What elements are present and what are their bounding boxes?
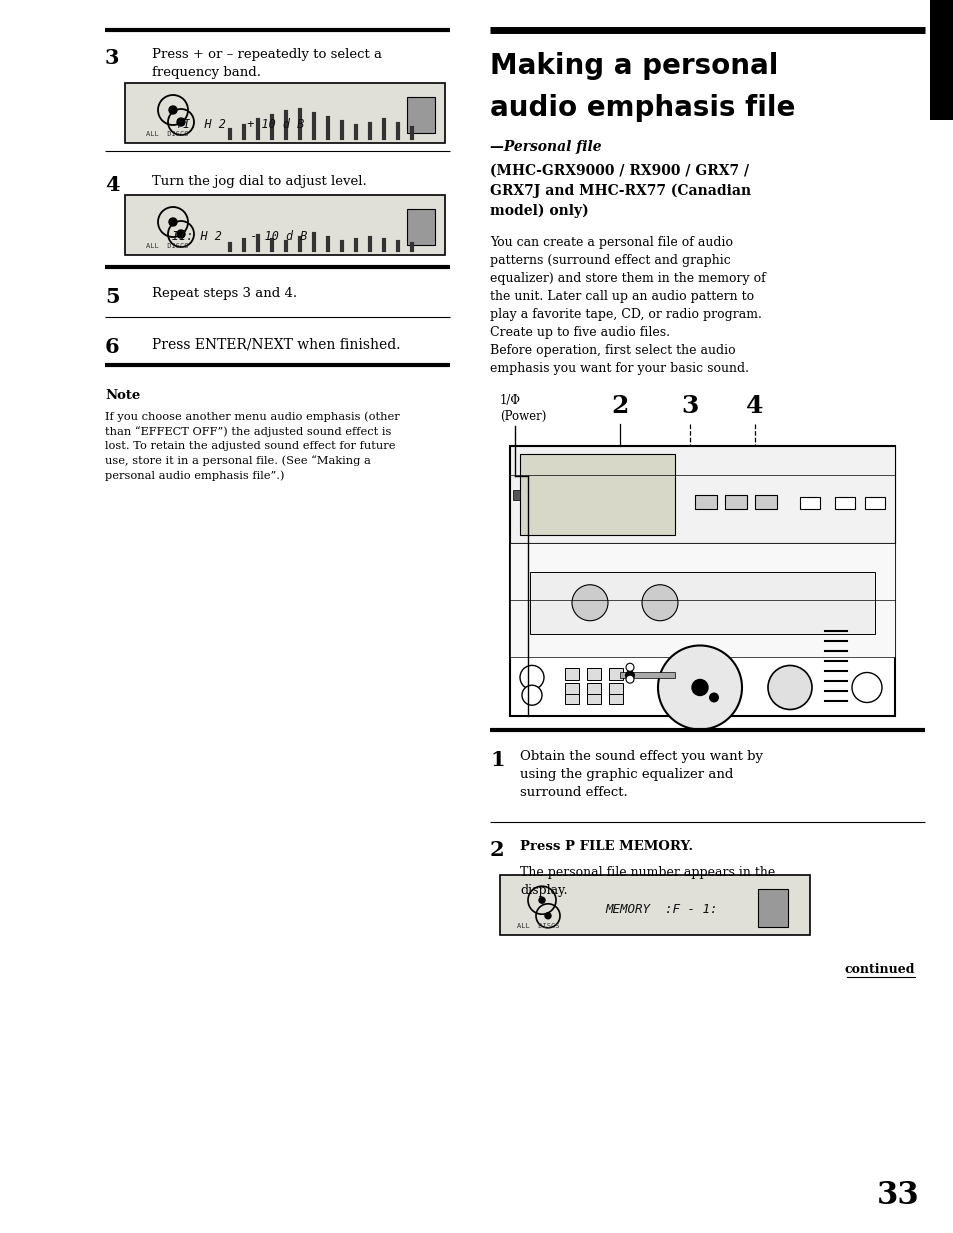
Circle shape [767,666,811,709]
Text: 6: 6 [105,337,119,358]
Text: fI: H 2   + 10 d B: fI: H 2 + 10 d B [175,118,304,131]
Bar [407,97,435,133]
Text: 3: 3 [680,395,698,418]
Circle shape [572,584,607,620]
Bar [564,683,578,695]
Text: Before operation, first select the audio
emphasis you want for your basic sound.: Before operation, first select the audio… [490,344,748,375]
Bar [513,491,519,501]
Text: 1: 1 [490,750,504,769]
Text: Repeat steps 3 and 4.: Repeat steps 3 and 4. [152,287,296,300]
Bar [695,496,717,509]
Text: 1/Φ: 1/Φ [499,395,520,407]
Circle shape [624,671,635,681]
Text: continued: continued [843,963,914,977]
Bar [608,683,622,695]
Text: —Personal file: —Personal file [490,141,601,154]
Bar [519,454,675,535]
Bar [619,672,675,678]
Circle shape [851,672,882,703]
Bar [586,683,600,695]
Bar [758,889,787,927]
Bar [564,694,578,704]
Text: 2: 2 [490,840,504,859]
Bar [125,83,444,143]
Text: 2: 2 [611,395,628,418]
Circle shape [691,679,707,695]
Text: audio emphasis file: audio emphasis file [490,94,795,122]
Text: The personal file number appears in the
display.: The personal file number appears in the … [519,866,775,896]
Text: MEMORY  :F - 1:: MEMORY :F - 1: [604,904,717,916]
Text: (Power): (Power) [499,411,546,423]
Circle shape [625,663,634,671]
Text: You can create a personal file of audio
patterns (surround effect and graphic
eq: You can create a personal file of audio … [490,236,765,339]
Bar [586,668,600,681]
Bar [864,497,884,509]
Text: ALL  DISCS: ALL DISCS [146,243,188,249]
Circle shape [544,912,551,919]
Bar [800,497,820,509]
Bar [608,668,622,681]
Text: Press ENTER/NEXT when finished.: Press ENTER/NEXT when finished. [152,337,400,351]
Circle shape [519,666,543,689]
Circle shape [521,686,541,705]
Text: (MHC-GRX9000 / RX900 / GRX7 /
GRX7J and MHC-RX77 (Canadian
model) only): (MHC-GRX9000 / RX900 / GRX7 / GRX7J and … [490,164,750,218]
Bar [608,694,622,704]
Text: 4: 4 [105,175,119,195]
Bar [499,875,809,935]
Text: Obtain the sound effect you want by
using the graphic equalizer and
surround eff: Obtain the sound effect you want by usin… [519,750,762,799]
Bar [724,496,746,509]
Text: 5: 5 [105,287,119,307]
Circle shape [641,584,678,620]
Text: 4: 4 [745,395,763,418]
Bar [929,0,953,120]
Text: Turn the jog dial to adjust level.: Turn the jog dial to adjust level. [152,175,366,187]
Circle shape [177,118,185,126]
Circle shape [169,106,177,113]
Circle shape [538,898,544,904]
Bar [564,668,578,681]
Text: Making a personal: Making a personal [490,52,778,80]
Bar [834,497,854,509]
Text: If you choose another menu audio emphasis (other
than “EFFECT OFF”) the adjusted: If you choose another menu audio emphasi… [105,411,399,481]
Circle shape [177,231,185,238]
Bar [586,694,600,704]
Circle shape [708,693,719,703]
Bar [125,195,444,255]
Bar [510,544,894,657]
Circle shape [658,646,741,730]
Circle shape [169,218,177,226]
Bar [754,496,776,509]
Text: 3: 3 [105,48,119,68]
Text: ALL  DISCS: ALL DISCS [146,131,188,137]
Circle shape [625,676,634,683]
Text: ALL  DISCS: ALL DISCS [517,924,558,928]
Text: Press + or – repeatedly to select a
frequency band.: Press + or – repeatedly to select a freq… [152,48,381,79]
Text: 33: 33 [877,1180,919,1211]
Bar [407,210,435,245]
Bar [510,446,894,544]
Text: II: H 2    - 10 d B: II: H 2 - 10 d B [172,231,308,243]
Bar [530,572,874,634]
Text: Note: Note [105,388,140,402]
Text: Press P FILE MEMORY.: Press P FILE MEMORY. [519,840,693,853]
Bar [510,446,894,716]
